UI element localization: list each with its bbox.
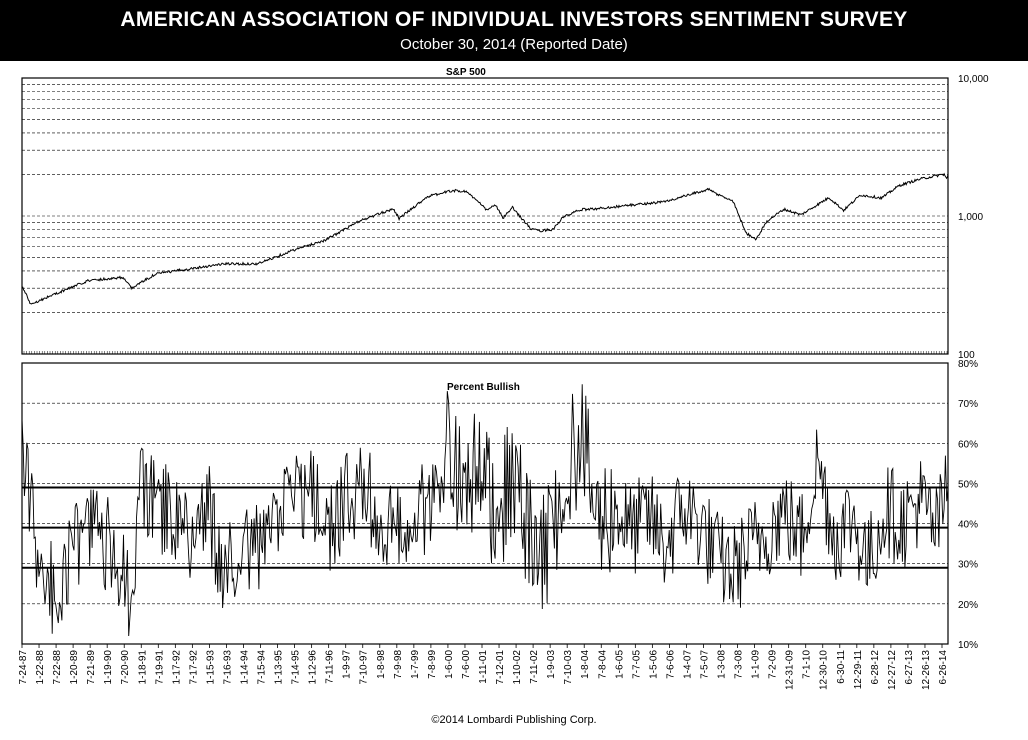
bullish-x-tick-label: 7-24-87	[18, 650, 29, 685]
bullish-x-tick-label: 12-29-11	[853, 650, 864, 690]
bullish-x-tick-label: 7-7-05	[631, 650, 642, 679]
bullish-x-tick-label: 1-22-88	[35, 650, 46, 685]
bullish-x-tick-label: 1-19-90	[103, 650, 114, 685]
bullish-x-tick-label: 7-10-03	[563, 650, 574, 685]
bullish-x-tick-label: 1-10-02	[512, 650, 523, 685]
bullish-x-tick-label: 7-8-99	[427, 650, 438, 679]
bullish-x-tick-label: 12-30-10	[819, 650, 830, 690]
bullish-x-tick-label: 1-8-98	[376, 650, 387, 679]
sp500-panel: 100 1,000 10,000 S&P 500	[21, 67, 989, 361]
bullish-x-tick-label: 1-1-09	[751, 650, 762, 679]
bullish-series-line	[21, 384, 949, 637]
sp500-y-tick-label: 100	[958, 350, 975, 361]
bullish-x-tick-label: 7-22-88	[52, 650, 63, 685]
sp500-y-tick-label: 1,000	[958, 212, 983, 223]
chart-subtitle: October 30, 2014 (Reported Date)	[400, 36, 628, 53]
bullish-panel: 10% 20% 30% 40% 50% 60% 70% 80% Percent Bullish 7…	[18, 359, 978, 690]
bullish-x-tick-label: 6-28-12	[870, 650, 881, 685]
bullish-y-tick-label: 40%	[958, 520, 978, 531]
bullish-x-tick-label: 7-6-00	[461, 650, 472, 679]
bullish-x-tick-label: 1-12-96	[308, 650, 319, 685]
bullish-x-tick-label: 7-11-96	[325, 650, 336, 684]
copyright-footer: ©2014 Lombardi Publishing Corp.	[431, 714, 597, 726]
bullish-x-tick-label: 7-14-95	[291, 650, 302, 685]
bullish-x-tick-label: 7-11-02	[529, 650, 540, 684]
bullish-y-tick-label: 30%	[958, 560, 978, 571]
bullish-x-tick-label: 7-1-10	[802, 650, 813, 679]
bullish-x-tick-label: 1-5-06	[648, 650, 659, 679]
bullish-x-tick-label: 1-3-08	[717, 650, 728, 679]
bullish-x-tick-label: 1-15-93	[205, 650, 216, 685]
bullish-x-tick-label: 7-20-90	[120, 650, 131, 685]
bullish-x-tick-label: 1-6-05	[614, 650, 625, 679]
bullish-x-tick-label: 7-6-06	[665, 650, 676, 679]
bullish-x-tick-label: 1-14-94	[240, 650, 251, 685]
bullish-x-tick-label: 7-15-94	[257, 650, 268, 685]
bullish-x-tick-label: 7-9-98	[393, 650, 404, 679]
bullish-y-tick-label: 60%	[958, 439, 978, 450]
sp500-y-tick-label: 10,000	[958, 74, 989, 85]
bullish-y-tick-label: 80%	[958, 359, 978, 370]
bullish-x-tick-label: 12-26-13	[921, 650, 932, 690]
bullish-x-tick-label: 7-16-93	[222, 650, 233, 685]
bullish-x-tick-label: 1-6-00	[444, 650, 455, 679]
bullish-x-tick-label: 7-3-08	[734, 650, 745, 679]
bullish-y-tick-label: 70%	[958, 399, 978, 410]
chart-header: AMERICAN ASSOCIATION OF INDIVIDUAL INVES…	[0, 0, 1028, 61]
bullish-x-tick-label: 1-7-99	[410, 650, 421, 679]
sp500-series-line	[21, 172, 949, 305]
bullish-x-tick-label: 1-11-01	[478, 650, 489, 684]
bullish-x-tick-label: 7-19-91	[154, 650, 165, 685]
bullish-x-tick-label: 7-5-07	[700, 650, 711, 679]
bullish-x-tick-label: 7-12-01	[495, 650, 506, 685]
chart-title: AMERICAN ASSOCIATION OF INDIVIDUAL INVES…	[120, 8, 908, 31]
bullish-x-tick-label: 7-21-89	[86, 650, 97, 685]
bullish-panel-title: Percent Bullish	[447, 382, 520, 393]
bullish-x-tick-label: 7-2-09	[768, 650, 779, 679]
bullish-x-tick-label: 1-9-97	[342, 650, 353, 679]
bullish-x-tick-label: 1-17-92	[171, 650, 182, 685]
bullish-x-tick-label: 6-26-14	[938, 650, 949, 685]
bullish-x-tick-label: 1-4-07	[682, 650, 693, 679]
bullish-x-tick-label: 6-27-13	[904, 650, 915, 685]
bullish-x-tick-label: 12-31-09	[785, 650, 796, 690]
sp500-panel-title: S&P 500	[446, 67, 486, 78]
bullish-x-tick-label: 12-27-12	[887, 650, 898, 690]
bullish-x-tick-label: 7-10-97	[359, 650, 370, 685]
bullish-x-tick-label: 7-17-92	[188, 650, 199, 685]
bullish-x-tick-label: 1-20-89	[69, 650, 80, 685]
bullish-x-tick-label: 1-8-04	[580, 650, 591, 679]
bullish-x-tick-label: 1-9-03	[546, 650, 557, 679]
bullish-y-tick-label: 20%	[958, 600, 978, 611]
bullish-x-tick-label: 7-8-04	[597, 650, 608, 679]
bullish-y-tick-label: 10%	[958, 640, 978, 651]
bullish-x-tick-label: 1-13-95	[274, 650, 285, 685]
bullish-x-tick-label: 6-30-11	[836, 650, 847, 684]
bullish-y-tick-label: 50%	[958, 479, 978, 490]
bullish-x-tick-label: 1-18-91	[137, 650, 148, 685]
sentiment-chart: 100 1,000 10,000 S&P 500 10% 20% 30% 40% 50% 60%…	[18, 67, 989, 690]
